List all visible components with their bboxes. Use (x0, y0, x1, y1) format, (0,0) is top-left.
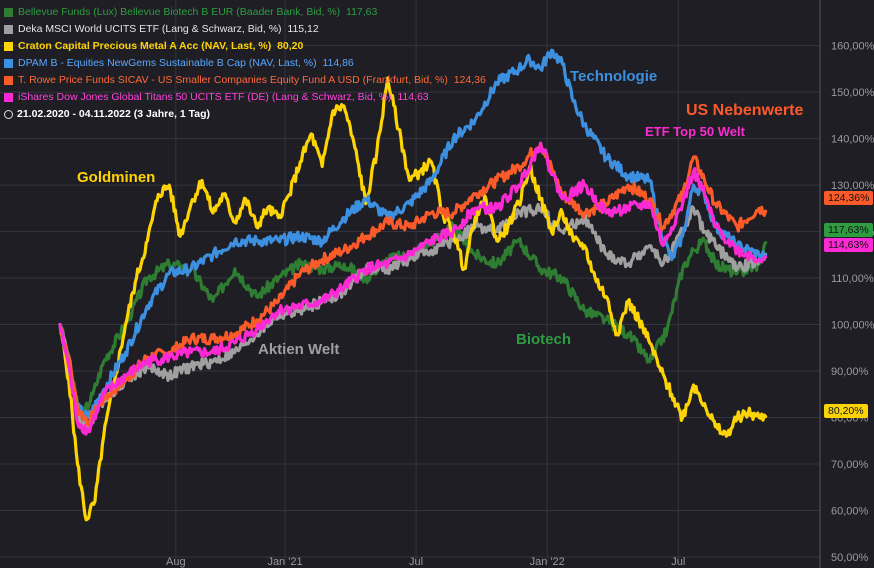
series-line-etf-top-50-welt (58, 141, 768, 436)
x-tick-label: Jul (671, 556, 685, 568)
legend-swatch (4, 42, 13, 51)
y-tick-label: 50,00% (831, 552, 869, 564)
y-tick-label: 130,00% (831, 180, 874, 192)
legend-label: T. Rowe Price Funds SICAV - US Smaller C… (18, 74, 486, 86)
series-line-goldminen (58, 76, 768, 522)
legend-item-tech[interactable]: DPAM B - Equities NewGems Sustainable B … (4, 55, 486, 72)
legend-item-world[interactable]: Deka MSCI World UCITS ETF (Lang & Schwar… (4, 21, 486, 38)
y-tick-label: 60,00% (831, 506, 869, 518)
annotation-biotech: Biotech (516, 331, 572, 348)
annotation-aktien-welt: Aktien Welt (258, 341, 340, 358)
clock-icon (4, 110, 13, 119)
legend-item-gold[interactable]: Craton Capital Precious Metal A Acc (NAV… (4, 38, 486, 55)
annotation-etf-top50: ETF Top 50 Welt (645, 124, 745, 139)
y-tick-label: 70,00% (831, 459, 869, 471)
y-tick-label: 100,00% (831, 320, 874, 332)
legend-item-titans[interactable]: iShares Dow Jones Global Titans 50 UCITS… (4, 89, 486, 106)
legend-item-biotech[interactable]: Bellevue Funds (Lux) Bellevue Biotech B … (4, 4, 486, 21)
legend-swatch (4, 8, 13, 17)
x-tick-label: Jan '21 (267, 556, 302, 568)
annotation-us-nebenwerte: US Nebenwerte (686, 102, 804, 119)
y-tick-label: 90,00% (831, 366, 869, 378)
end-badge-goldminen: 80,20% (824, 404, 868, 418)
end-badge-biotech: 117,63% (824, 223, 873, 237)
x-tick-label: Jan '22 (530, 556, 565, 568)
legend-item-smallcap[interactable]: T. Rowe Price Funds SICAV - US Smaller C… (4, 72, 486, 89)
legend-label: DPAM B - Equities NewGems Sustainable B … (18, 57, 354, 69)
period-label: 21.02.2020 - 04.11.2022 (3 Jahre, 1 Tag) (17, 108, 211, 120)
legend-swatch (4, 59, 13, 68)
legend-swatch (4, 93, 13, 102)
y-tick-label: 110,00% (831, 273, 874, 285)
x-tick-label: Jul (409, 556, 423, 568)
y-tick-label: 140,00% (831, 134, 874, 146)
end-badge-titans: 114,63% (824, 238, 873, 252)
series-line-technologie (58, 48, 768, 420)
legend-swatch (4, 76, 13, 85)
annotation-technologie: Technologie (570, 68, 658, 85)
legend-label: Craton Capital Precious Metal A Acc (NAV… (18, 40, 304, 52)
legend-swatch (4, 25, 13, 34)
period-row: 21.02.2020 - 04.11.2022 (3 Jahre, 1 Tag) (4, 106, 486, 123)
annotation-goldminen: Goldminen (77, 169, 156, 186)
series-line-aktien-welt (58, 202, 768, 431)
end-badge-us-nebenwerte: 124,36% (824, 191, 874, 205)
y-tick-label: 150,00% (831, 87, 874, 99)
legend: Bellevue Funds (Lux) Bellevue Biotech B … (4, 4, 486, 123)
y-tick-label: 160,00% (831, 41, 874, 53)
legend-label: iShares Dow Jones Global Titans 50 UCITS… (18, 91, 429, 103)
x-tick-label: Aug (166, 556, 186, 568)
legend-label: Deka MSCI World UCITS ETF (Lang & Schwar… (18, 23, 319, 35)
legend-label: Bellevue Funds (Lux) Bellevue Biotech B … (18, 6, 378, 18)
